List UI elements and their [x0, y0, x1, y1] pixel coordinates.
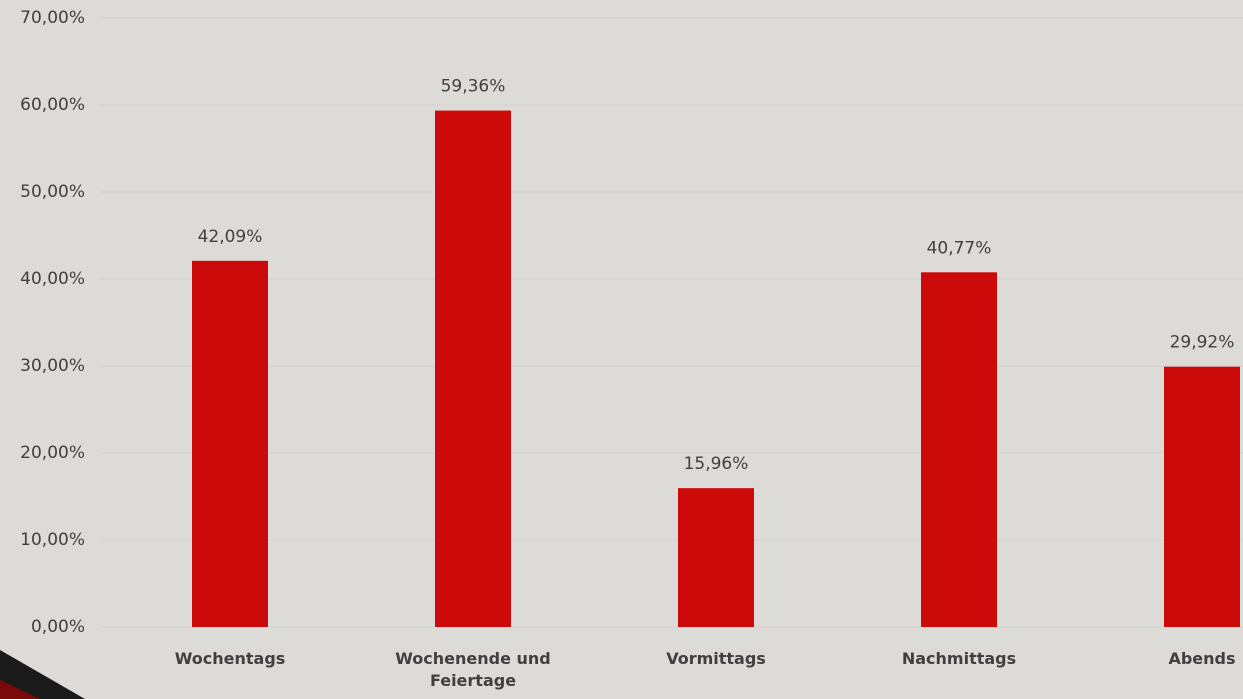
data-label: 59,36%: [441, 77, 506, 97]
x-tick-label: Abends: [1168, 649, 1236, 668]
bar: [192, 260, 268, 627]
y-tick-label: 70,00%: [20, 8, 85, 28]
data-label: 42,09%: [198, 227, 263, 247]
data-label: 29,92%: [1170, 333, 1235, 353]
bar: [678, 488, 754, 627]
data-label: 15,96%: [684, 454, 749, 474]
corner-decoration: [0, 680, 40, 699]
data-label: 40,77%: [927, 238, 992, 258]
x-tick-label: Wochentags: [174, 649, 286, 668]
y-tick-label: 30,00%: [20, 356, 85, 376]
y-tick-label: 10,00%: [20, 530, 85, 550]
y-tick-label: 0,00%: [31, 617, 85, 637]
x-tick-label: Wochenende und Feiertage: [395, 649, 551, 690]
y-tick-label: 50,00%: [20, 182, 85, 202]
bar: [435, 110, 511, 628]
y-tick-label: 20,00%: [20, 443, 85, 463]
corner-decoration: [0, 650, 85, 699]
bar: [1164, 366, 1240, 627]
x-tick-label: Nachmittags: [901, 649, 1017, 668]
x-tick-label: Vormittags: [666, 649, 766, 668]
y-tick-label: 60,00%: [20, 95, 85, 115]
y-tick-label: 40,00%: [20, 269, 85, 289]
bar: [921, 272, 997, 627]
